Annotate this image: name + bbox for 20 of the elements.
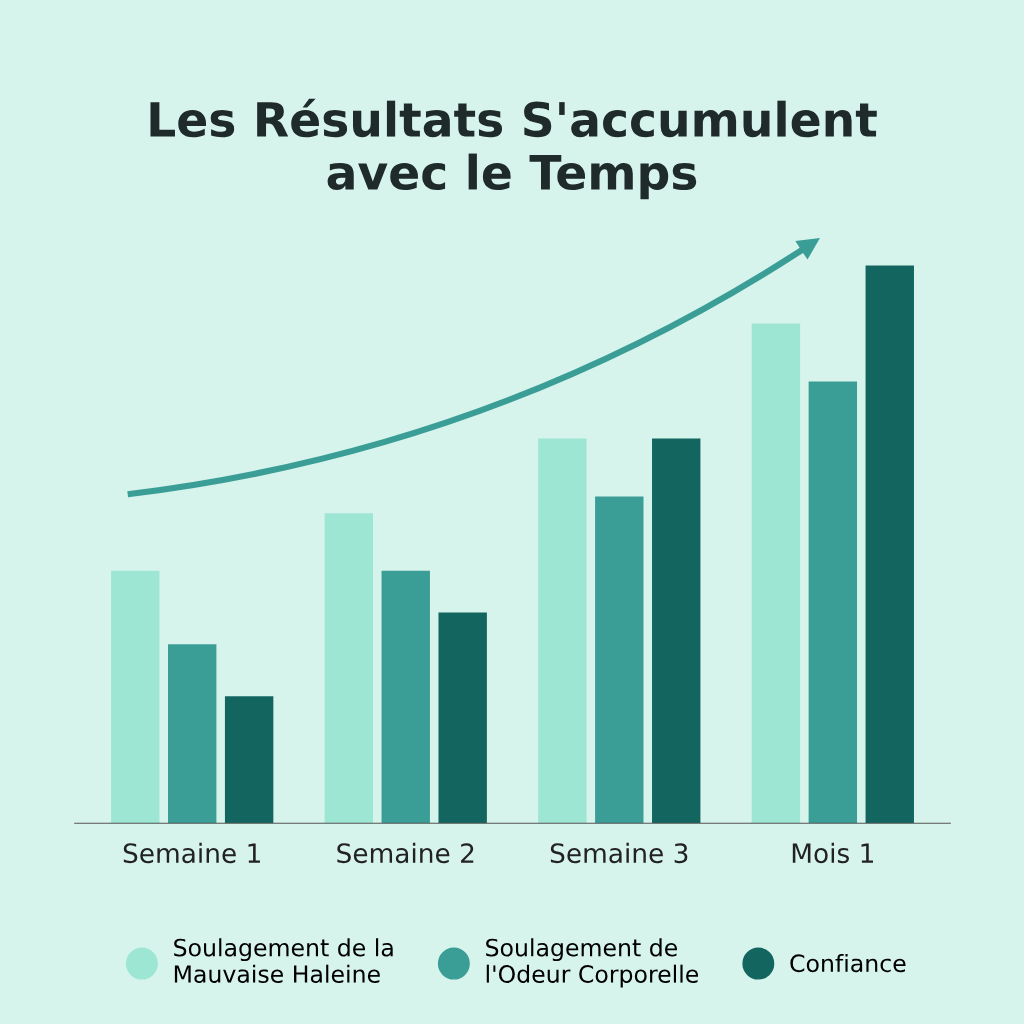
x-tick-label: Semaine 1 (123, 842, 260, 864)
bar (438, 612, 487, 824)
bar (224, 696, 274, 824)
bar (865, 265, 914, 824)
legend-label: Soulagement de la Mauvaise Haleine (174, 938, 393, 983)
bar (538, 438, 587, 824)
bar (808, 381, 858, 824)
bar (111, 570, 160, 824)
bar (595, 496, 644, 824)
bar (381, 570, 430, 824)
bar (324, 513, 373, 824)
bar (168, 644, 217, 824)
x-tick-label: Semaine 2 (337, 842, 474, 864)
chart-title: Les Résultats S'accumulent avec le Temps (150, 98, 877, 200)
x-tick-label: Semaine 3 (550, 842, 688, 864)
legend-label: Confiance (790, 953, 906, 973)
bar (652, 438, 701, 824)
legend-label: Soulagement de l'Odeur Corporelle (486, 938, 699, 988)
x-tick-label: Mois 1 (792, 842, 873, 864)
bar (751, 323, 801, 824)
